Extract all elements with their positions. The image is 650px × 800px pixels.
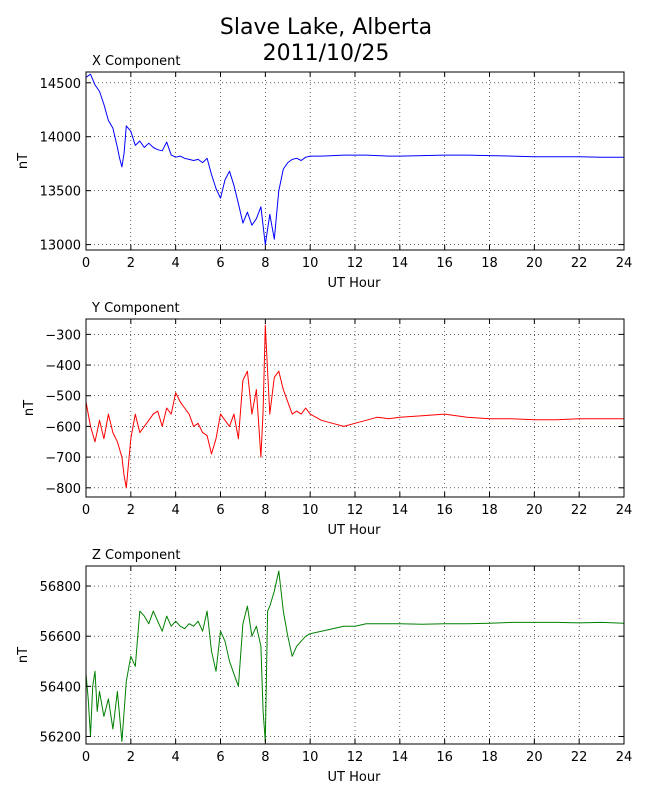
z-component-xtick-label: 8 (261, 750, 269, 765)
figure-title-line2: 2011/10/25 (263, 41, 390, 66)
z-component-xtick-label: 6 (216, 750, 224, 765)
z-component-xtick-label: 22 (571, 750, 588, 765)
y-component-xtick-label: 10 (302, 503, 319, 518)
x-component-xtick-label: 2 (127, 256, 135, 271)
figure-title-line1: Slave Lake, Alberta (220, 15, 432, 40)
y-component-xtick-label: 22 (571, 503, 588, 518)
y-component-xtick-label: 0 (82, 503, 90, 518)
y-component-xtick-label: 12 (347, 503, 364, 518)
y-component-ylabel: nT (22, 400, 37, 416)
z-component-ytick-label: 56600 (40, 630, 81, 645)
z-component-ytick-label: 56400 (40, 680, 81, 695)
z-component-xtick-label: 0 (82, 750, 90, 765)
z-component-xtick-label: 24 (616, 750, 633, 765)
y-component-xtick-label: 14 (392, 503, 409, 518)
z-component-panel: Z Component UT Hour nT 0 2 4 6 8 10 12 14 16 18 20… (16, 548, 632, 785)
x-component-panel: X Component UT Hour nT 0 2 4 6 8 10 12 14 16 18 20… (16, 54, 632, 291)
z-component-xtick-label: 12 (347, 750, 364, 765)
z-component-ylabel: nT (16, 647, 31, 663)
x-component-xtick-label: 8 (261, 256, 269, 271)
y-component-ytick-label: −700 (45, 451, 81, 466)
x-component-xtick-label: 12 (347, 256, 364, 271)
y-component-xtick-label: 16 (436, 503, 453, 518)
z-component-xtick-label: 10 (302, 750, 319, 765)
x-component-xtick-label: 24 (616, 256, 633, 271)
y-component-xtick-label: 18 (481, 503, 498, 518)
y-component-title: Y Component (91, 301, 180, 316)
z-component-title: Z Component (92, 548, 181, 563)
z-component-xtick-label: 18 (481, 750, 498, 765)
z-component-data-line (85, 570, 625, 742)
z-component-xtick-label: 4 (172, 750, 180, 765)
y-component-xtick-label: 20 (526, 503, 543, 518)
x-component-xtick-label: 16 (436, 256, 453, 271)
z-component-xtick-label: 14 (392, 750, 409, 765)
y-component-xtick-label: 6 (216, 503, 224, 518)
z-component-xlabel: UT Hour (328, 770, 382, 785)
x-component-ytick-label: 13500 (40, 185, 81, 200)
y-component-xlabel: UT Hour (328, 523, 382, 538)
y-component-xtick-label: 8 (261, 503, 269, 518)
x-component-xtick-label: 20 (526, 256, 543, 271)
x-component-xlabel: UT Hour (328, 276, 382, 291)
x-component-title: X Component (92, 54, 181, 69)
x-component-ytick-label: 14500 (40, 77, 81, 92)
y-component-xtick-label: 4 (172, 503, 180, 518)
z-component-xtick-label: 20 (526, 750, 543, 765)
x-component-xtick-label: 18 (481, 256, 498, 271)
x-component-xtick-label: 14 (392, 256, 409, 271)
x-component-ylabel: nT (16, 153, 31, 169)
y-component-xtick-label: 2 (127, 503, 135, 518)
x-component-xtick-label: 10 (302, 256, 319, 271)
y-component-xtick-label: 24 (616, 503, 633, 518)
y-component-ytick-label: −500 (45, 390, 81, 405)
x-component-xtick-label: 4 (172, 256, 180, 271)
y-component-ytick-label: −400 (45, 359, 81, 374)
x-component-ytick-label: 14000 (40, 131, 81, 146)
y-component-ytick-label: −800 (45, 482, 81, 497)
x-component-xtick-label: 0 (82, 256, 90, 271)
y-component-panel: Y Component UT Hour nT 0 2 4 6 8 10 12 14 16 18 20… (22, 301, 632, 538)
x-component-data-line (85, 73, 624, 246)
z-component-ytick-label: 56200 (40, 730, 81, 745)
z-component-xtick-label: 2 (127, 750, 135, 765)
z-component-xtick-label: 16 (436, 750, 453, 765)
x-component-xtick-label: 6 (216, 256, 224, 271)
y-component-ytick-label: −300 (45, 328, 81, 343)
y-component-data-line (85, 324, 624, 489)
z-component-ytick-label: 56800 (40, 580, 81, 595)
x-component-ytick-label: 13000 (40, 239, 81, 254)
y-component-ytick-label: −600 (45, 420, 81, 435)
x-component-xtick-label: 22 (571, 256, 588, 271)
